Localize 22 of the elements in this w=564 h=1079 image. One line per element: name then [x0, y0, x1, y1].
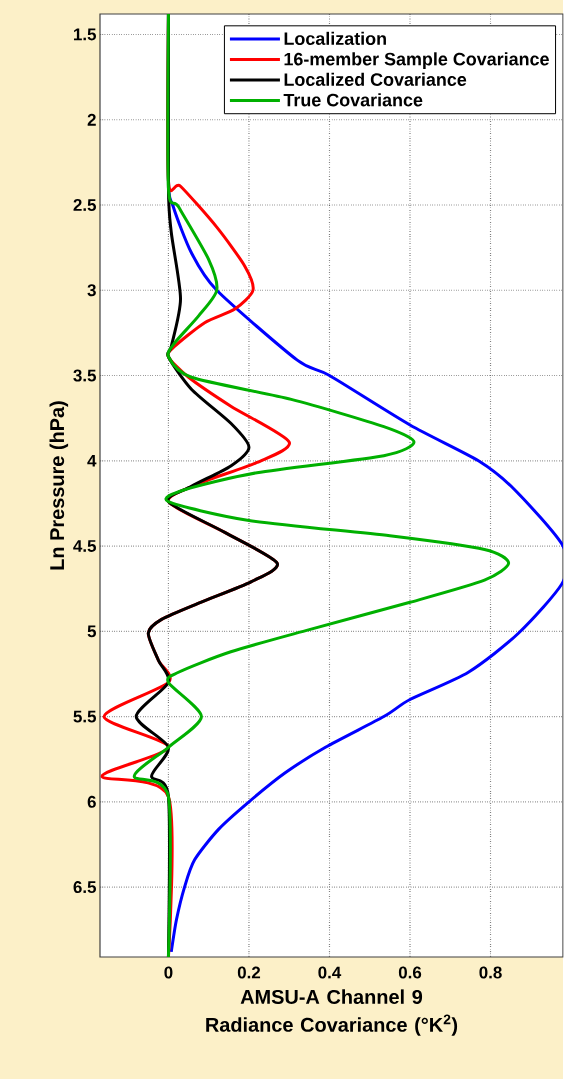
y-tick-label: 4.5 — [73, 540, 97, 552]
x-tick-label: 0.2 — [238, 966, 261, 979]
x-axis-title: AMSU-A Channel 9 Radiance Covariance (°K$^{2}$) — [206, 989, 458, 1036]
y-tick-label: 2 — [87, 113, 96, 126]
y-tick-label: 3.5 — [73, 369, 97, 382]
y-tick-label: 2.5 — [73, 199, 97, 211]
legend-label: True Covariance — [283, 93, 423, 107]
y-tick-label: 5 — [87, 625, 97, 638]
legend-label: Localized Covariance — [284, 72, 467, 86]
x-tick-label: 0.8 — [479, 966, 502, 979]
x-tick-label: 0.6 — [399, 966, 422, 979]
legend-label: Localization — [284, 31, 387, 45]
y-axis-title: Ln Pressure (hPa) — [49, 401, 69, 570]
y-tick-label: 1.5 — [74, 28, 97, 41]
y-tick-label: 5.5 — [73, 710, 97, 723]
y-tick-label: 6 — [87, 795, 97, 808]
y-tick-label: 4 — [87, 454, 97, 467]
x-tick-label: 0.4 — [318, 966, 342, 979]
x-tick-label: 0 — [164, 966, 173, 979]
y-tick-label: 3 — [87, 284, 97, 297]
legend-label: 16-member Sample Covariance — [284, 52, 550, 69]
y-tick-label: 6.5 — [73, 881, 97, 894]
